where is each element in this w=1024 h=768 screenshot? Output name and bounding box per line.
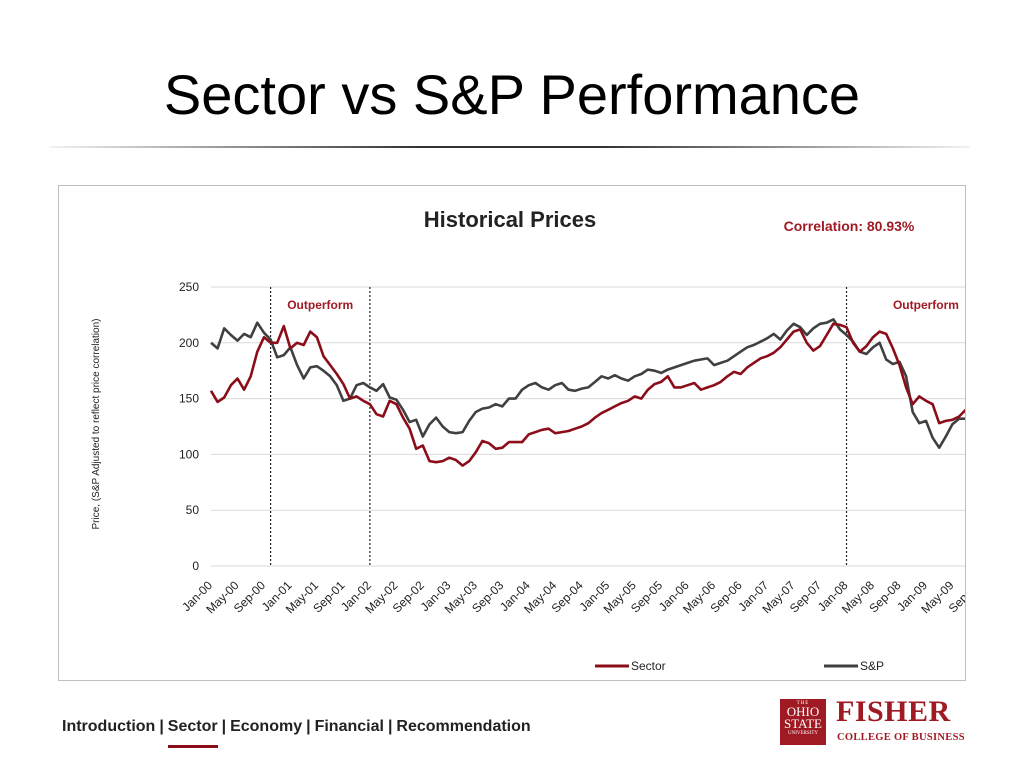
seal-line: THE xyxy=(796,701,810,706)
series-line-s-p xyxy=(210,318,965,450)
x-axis-ticks: Jan-00May-00Sep-00Jan-01May-01Sep-01Jan-… xyxy=(179,578,965,616)
nav-item-sector[interactable]: Sector xyxy=(167,718,218,735)
chart-title: Historical Prices xyxy=(424,207,596,232)
nav-item-recommendation[interactable]: Recommendation xyxy=(396,718,531,735)
series-line-sector xyxy=(209,322,965,467)
nav-separator: | xyxy=(221,718,227,735)
ohio-state-seal: THE OHIO STATE UNIVERSITY xyxy=(780,699,826,745)
historical-prices-chart: Historical Prices Correlation: 80.93% Pr… xyxy=(91,207,965,673)
title-divider xyxy=(50,146,970,148)
y-axis-ticks: 0 50 100 150 200 250 xyxy=(179,280,199,573)
outperform-label: Outperform xyxy=(893,298,959,312)
y-tick-label: 200 xyxy=(179,336,199,350)
seal-line: STATE xyxy=(784,716,822,731)
y-tick-label: 150 xyxy=(179,392,199,406)
seal-line: OHIO xyxy=(786,704,820,719)
nav-item-economy[interactable]: Economy xyxy=(230,718,303,735)
logo-subtitle: COLLEGE OF BUSINESS xyxy=(837,732,965,743)
legend-label: S&P xyxy=(860,659,884,673)
nav-separator: | xyxy=(387,718,393,735)
gridlines xyxy=(211,286,965,567)
nav-separator: | xyxy=(159,718,164,735)
y-tick-label: 250 xyxy=(179,280,199,294)
y-tick-label: 50 xyxy=(186,503,200,517)
outperform-label: Outperform xyxy=(287,298,353,312)
correlation-label: Correlation: 80.93% xyxy=(784,218,915,234)
chart-panel: Historical Prices Correlation: 80.93% Pr… xyxy=(58,185,966,681)
nav-item-financial[interactable]: Financial xyxy=(314,718,384,735)
outperform-annotations: Outperform Outperform xyxy=(269,287,959,566)
fisher-logo: THE OHIO STATE UNIVERSITY FISHER COLLEGE… xyxy=(780,695,976,749)
chart-legend: Sector S&P xyxy=(595,659,884,673)
series-lines xyxy=(209,318,965,467)
nav-item-introduction[interactable]: Introduction xyxy=(62,718,156,735)
section-nav: Introduction | Sector | Economy | Financial | Re… xyxy=(62,718,531,736)
logo-name: FISHER xyxy=(836,695,951,728)
slide-title: Sector vs S&P Performance xyxy=(163,63,861,126)
nav-separator: | xyxy=(306,718,311,735)
seal-line: UNIVERSITY xyxy=(788,731,818,736)
legend-label: Sector xyxy=(631,659,666,673)
y-tick-label: 0 xyxy=(192,559,199,573)
y-tick-label: 100 xyxy=(179,447,199,461)
y-axis-label: Price, (S&P Adjusted to reflect price co… xyxy=(91,318,102,529)
